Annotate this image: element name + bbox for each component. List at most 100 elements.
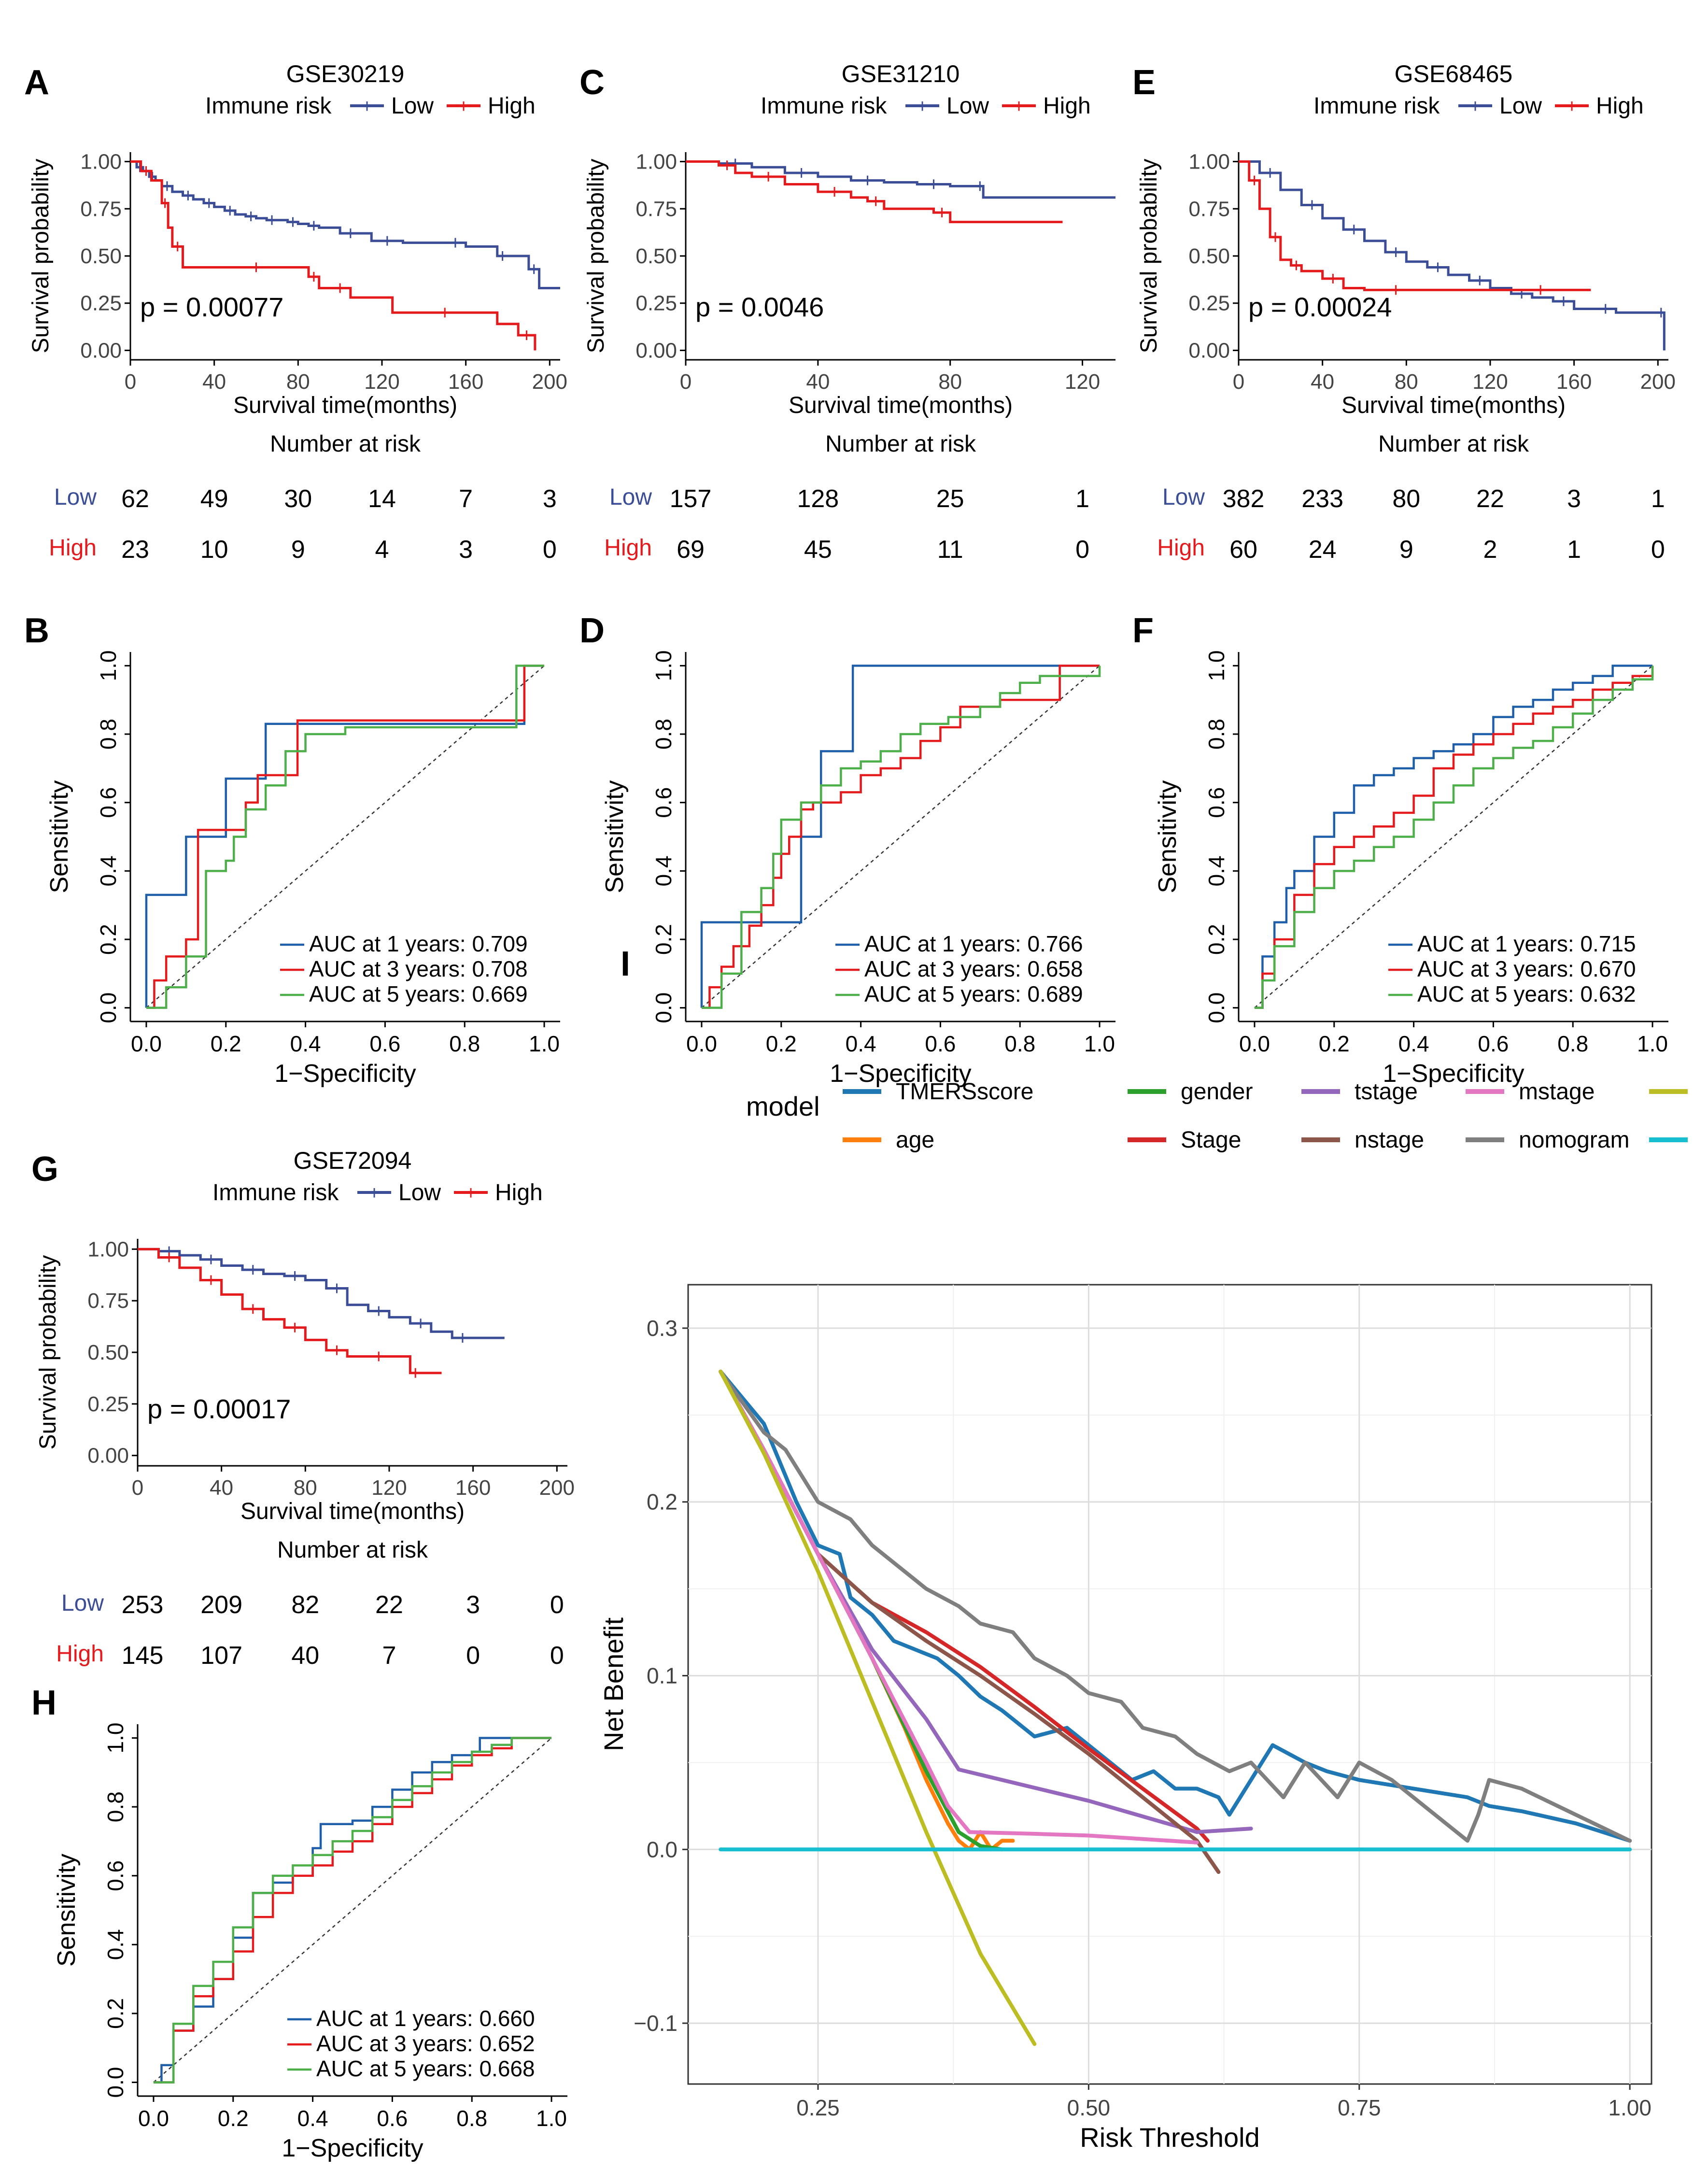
- risk-low-count: 22: [1476, 485, 1504, 513]
- x-tick-label: 120: [1065, 370, 1100, 394]
- y-tick-label: 1.0: [651, 650, 676, 681]
- y-tick-label: 1.0: [103, 1723, 128, 1754]
- risk-low-label: Low: [54, 484, 97, 510]
- x-tick-label: 0: [125, 370, 136, 394]
- km-curve-low: [1239, 160, 1666, 351]
- risk-high-count: 10: [200, 536, 228, 564]
- y-tick-label: 1.00: [80, 150, 122, 174]
- x-tick-label: 0.2: [1319, 1031, 1350, 1056]
- chart-title: GSE31210: [842, 60, 960, 87]
- risk-high-count: 7: [382, 1642, 396, 1670]
- x-tick-label: 0.2: [218, 2106, 249, 2131]
- x-tick-label: 0.4: [1398, 1031, 1429, 1056]
- x-tick-label: 120: [371, 1476, 407, 1500]
- y-tick-label: 0.25: [1188, 292, 1230, 315]
- y-tick-label: 1.00: [87, 1237, 129, 1261]
- y-tick-label: 0.75: [635, 197, 677, 221]
- y-axis-label: Net Benefit: [598, 1617, 629, 1751]
- x-tick-label: 40: [806, 370, 830, 394]
- y-axis-label: Survival probability: [35, 1255, 61, 1450]
- risk-high-count: 0: [1651, 536, 1665, 564]
- legend-label: age: [896, 1127, 934, 1153]
- x-tick-label: 0.6: [1478, 1031, 1509, 1056]
- y-tick-label: 1.00: [1188, 150, 1230, 174]
- km-curve-high: [138, 1248, 442, 1375]
- legend-low-label: Low: [391, 93, 434, 119]
- risk-high-count: 69: [677, 536, 705, 564]
- y-tick-label: 0.2: [96, 924, 121, 955]
- x-axis-label: Survival time(months): [789, 393, 1013, 418]
- x-tick-label: 120: [364, 370, 399, 394]
- legend-label: AUC at 3 years: 0.708: [309, 956, 528, 981]
- km-curve-high: [1239, 160, 1591, 291]
- x-tick-label: 1.00: [1608, 2095, 1652, 2120]
- panel-letter: B: [24, 611, 49, 650]
- legend-high-label: High: [1043, 93, 1091, 119]
- roc-panel-D: D 0.0 0.0 0.2 0.2 0.4 0.4 0.6 0.6 0.8 0.8 1.0 1.0 1−S…: [579, 611, 1115, 1088]
- dca-curve-all: [719, 1369, 1037, 2046]
- p-value: p = 0.0046: [695, 292, 824, 322]
- y-tick-label: 0.2: [647, 1489, 678, 1515]
- risk-low-count: 25: [936, 485, 964, 513]
- risk-low-count: 0: [550, 1591, 564, 1619]
- legend-label: AUC at 5 years: 0.632: [1417, 981, 1636, 1007]
- x-tick-label: 0.75: [1338, 2095, 1381, 2120]
- risk-low-count: 233: [1301, 485, 1343, 513]
- legend-label: AUC at 5 years: 0.689: [864, 981, 1083, 1007]
- risk-low-count: 3: [543, 485, 557, 513]
- y-tick-label: 0.6: [96, 787, 121, 818]
- legend-label: AUC at 3 years: 0.658: [864, 956, 1083, 981]
- risk-high-count: 0: [543, 536, 557, 564]
- chart-title: GSE30219: [286, 60, 405, 87]
- risk-high-count: 45: [804, 536, 832, 564]
- x-axis-label: Survival time(months): [1341, 393, 1566, 418]
- panel-letter: A: [24, 63, 49, 102]
- y-tick-label: 0.6: [651, 787, 676, 818]
- risk-high-count: 4: [375, 536, 389, 564]
- risk-low-count: 22: [375, 1591, 403, 1619]
- panel-letter: I: [621, 945, 630, 983]
- km-curve-low: [686, 160, 1115, 199]
- legend-high-marker: +: [1013, 96, 1024, 117]
- roc-curve: [1254, 666, 1654, 1009]
- x-tick-label: 200: [532, 370, 567, 394]
- x-tick-label: 0.4: [290, 1031, 321, 1056]
- legend-high-label: High: [495, 1180, 543, 1205]
- risk-low-count: 7: [459, 485, 473, 513]
- legend-label: Stage: [1181, 1127, 1241, 1153]
- y-tick-label: 0.3: [647, 1316, 678, 1341]
- risk-high-count: 0: [1075, 536, 1089, 564]
- legend-low-marker: +: [1469, 96, 1481, 117]
- panel-letter: H: [31, 1684, 56, 1722]
- y-tick-label: 0.6: [1204, 787, 1229, 818]
- risk-high-label: High: [604, 535, 652, 561]
- legend-low-marker: +: [361, 96, 372, 117]
- roc-curve: [701, 666, 1101, 1009]
- y-tick-label: −0.1: [634, 2011, 678, 2036]
- y-tick-label: 0.25: [87, 1392, 129, 1416]
- y-tick-label: 0.25: [635, 292, 677, 315]
- risk-low-count: 62: [121, 485, 149, 513]
- legend-label: AUC at 3 years: 0.652: [316, 2031, 535, 2056]
- x-tick-label: 0: [1233, 370, 1244, 394]
- risk-low-count: 30: [284, 485, 312, 513]
- y-tick-label: 0.00: [1188, 339, 1230, 362]
- risk-low-count: 253: [122, 1591, 164, 1619]
- roc-curve: [153, 1737, 552, 2084]
- x-axis-label: Risk Threshold: [1080, 2122, 1259, 2153]
- x-tick-label: 1.0: [529, 1031, 560, 1056]
- legend-label: mstage: [1519, 1079, 1595, 1105]
- y-tick-label: 1.0: [1204, 650, 1229, 681]
- p-value: p = 0.00017: [147, 1394, 291, 1424]
- y-tick-label: 0.00: [635, 339, 677, 362]
- risk-low-count: 49: [200, 485, 228, 513]
- dca-panel-I: I 0.25 0.50 0.75 1.00 −0.1 0.0 0.1 0.2 0.3 Risk Th…: [598, 945, 1688, 2153]
- y-axis-label: Survival probability: [583, 159, 609, 354]
- risk-low-count: 382: [1223, 485, 1265, 513]
- risk-high-count: 60: [1229, 536, 1257, 564]
- x-tick-label: 200: [539, 1476, 575, 1500]
- legend-label: nstage: [1355, 1127, 1424, 1153]
- y-tick-label: 0.0: [651, 993, 676, 1023]
- risk-high-count: 24: [1309, 536, 1337, 564]
- x-tick-label: 0.50: [1067, 2095, 1111, 2120]
